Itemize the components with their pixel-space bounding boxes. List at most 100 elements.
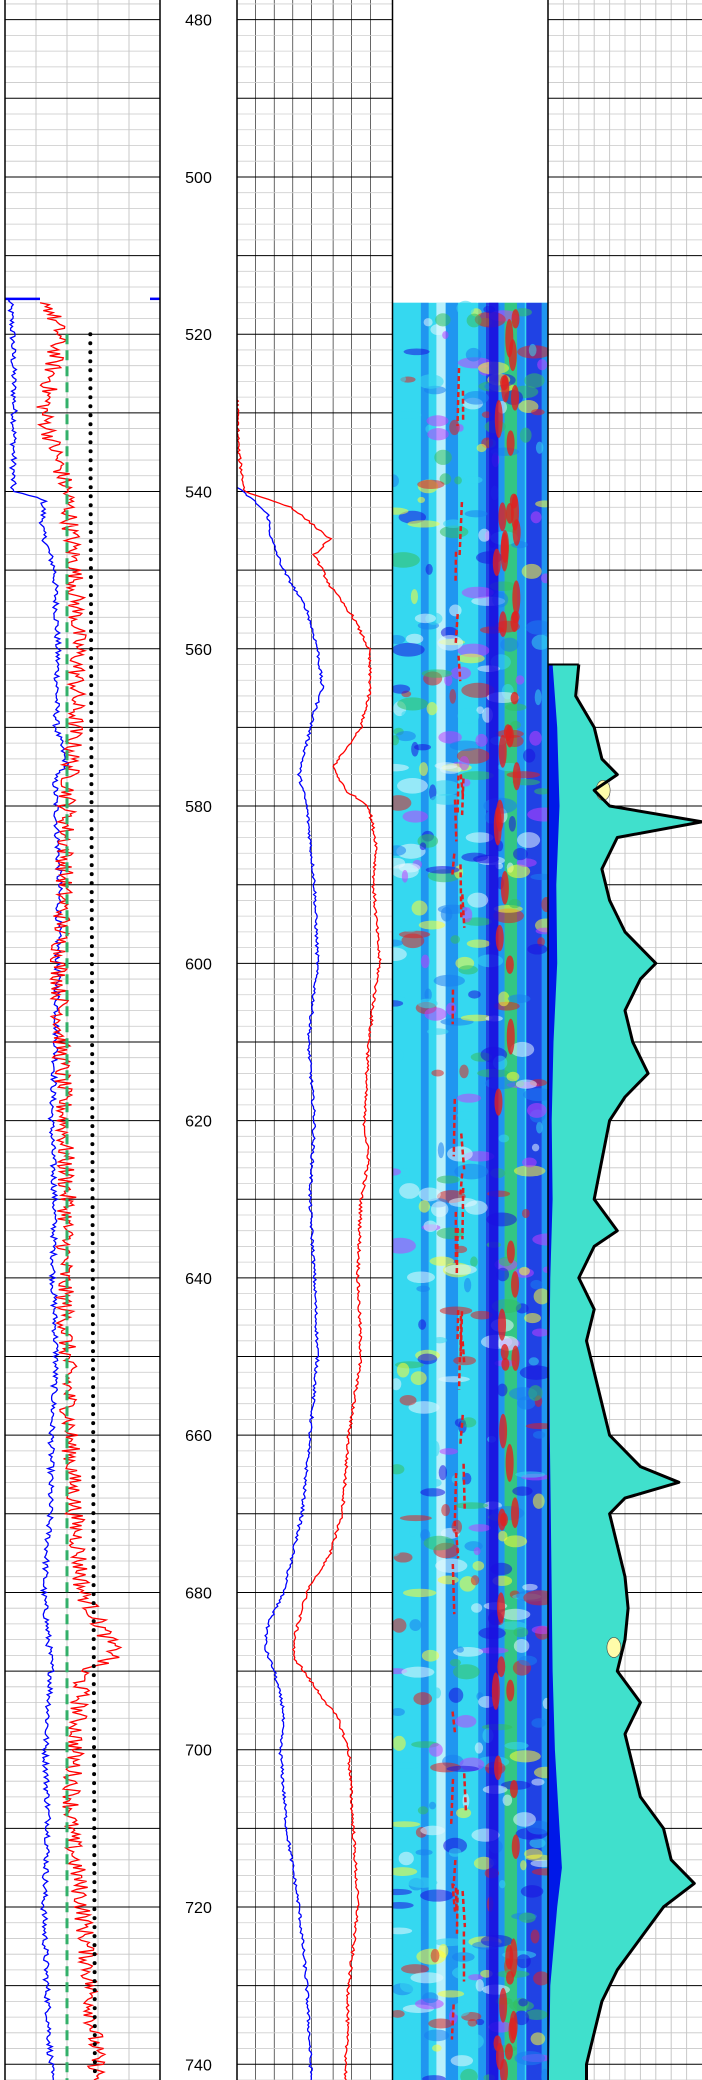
image-texture — [513, 1639, 530, 1653]
image-texture — [515, 1079, 537, 1089]
image-texture — [454, 1163, 489, 1180]
image-texture — [474, 1742, 484, 1754]
image-texture — [454, 476, 462, 485]
image-tracer — [451, 1883, 457, 1912]
image-hotspot — [512, 762, 521, 791]
image-texture — [423, 1220, 438, 1233]
image-hotspot — [498, 1508, 507, 1531]
image-hotspot — [498, 1308, 507, 1341]
image-tracer — [460, 1133, 466, 1170]
image-texture — [450, 2055, 474, 2067]
image-texture — [448, 1687, 464, 1703]
image-texture — [424, 1007, 447, 1021]
depth-tick-label: 660 — [185, 1428, 212, 1445]
image-texture — [508, 816, 516, 832]
depth-tick-label: 720 — [185, 1900, 212, 1917]
image-hotspot — [496, 1592, 505, 1623]
image-texture — [417, 479, 445, 490]
image-texture — [401, 933, 425, 949]
image-texture — [521, 563, 542, 579]
image-texture — [427, 428, 449, 441]
image-texture — [521, 1208, 530, 1219]
image-texture — [519, 1266, 530, 1276]
image-texture — [522, 1088, 548, 1102]
image-hotspot — [494, 1088, 503, 1116]
image-texture — [464, 510, 488, 518]
track2-grid — [237, 0, 392, 2080]
image-tracer — [459, 774, 465, 798]
depth-tick-label: 500 — [185, 170, 212, 187]
image-texture — [413, 1692, 433, 1706]
image-texture — [418, 1187, 441, 1202]
image-tracer — [461, 1187, 465, 1240]
image-texture — [414, 1998, 444, 2010]
image-texture — [400, 920, 420, 933]
image-texture — [410, 589, 419, 605]
image-texture — [439, 1448, 458, 1455]
image-texture — [456, 300, 475, 316]
image-texture — [518, 1912, 536, 1923]
image-texture — [393, 1902, 414, 1909]
distribution-base-fill — [548, 664, 562, 2080]
image-texture — [520, 1885, 544, 1898]
image-texture — [398, 1851, 414, 1866]
image-hotspot — [504, 2043, 513, 2060]
image-hotspot — [510, 611, 519, 633]
distribution-area — [548, 663, 702, 2080]
image-tracer — [459, 864, 463, 918]
track1-series-black-dotted — [88, 332, 97, 2080]
image-texture — [529, 1838, 546, 1849]
image-hotspot — [510, 691, 519, 705]
image-hotspot — [500, 870, 509, 905]
image-texture — [531, 634, 548, 650]
image-texture — [450, 935, 460, 944]
image-texture — [449, 740, 481, 751]
image-texture — [512, 1486, 533, 1496]
image-tracer — [451, 1711, 457, 1733]
image-texture — [531, 1718, 546, 1728]
image-texture — [525, 1423, 548, 1430]
image-texture — [463, 1277, 472, 1293]
image-texture — [433, 1938, 467, 1947]
image-texture — [393, 857, 406, 869]
image-texture — [464, 1200, 488, 1215]
image-texture — [458, 965, 478, 975]
image-hotspot — [511, 1271, 520, 1298]
image-texture — [425, 563, 433, 575]
image-texture — [542, 1266, 548, 1274]
image-texture — [460, 771, 494, 780]
image-tracer — [456, 775, 460, 815]
image-texture — [446, 1002, 457, 1016]
image-tracer — [456, 368, 461, 427]
image-tracer — [452, 1859, 457, 1886]
image-texture — [500, 1608, 531, 1621]
image-texture — [393, 634, 406, 645]
image-texture — [393, 1618, 407, 1633]
image-texture — [400, 1168, 410, 1177]
image-texture — [513, 1812, 536, 1827]
image-texture — [418, 1200, 430, 1213]
image-hotspot — [505, 318, 514, 358]
image-texture — [518, 1655, 538, 1666]
image-texture — [457, 1110, 475, 1120]
image-texture — [426, 415, 449, 427]
image-texture — [456, 1093, 482, 1103]
image-texture — [506, 771, 541, 779]
image-hotspot — [491, 1672, 500, 1710]
track1-series-red — [36, 302, 123, 2080]
image-texture — [397, 697, 429, 711]
image-hotspot — [498, 611, 507, 637]
image-tracer — [459, 1414, 464, 1445]
image-texture — [407, 520, 440, 528]
image-texture — [406, 1271, 435, 1284]
image-texture — [425, 866, 460, 874]
image-tracer — [454, 1532, 460, 1559]
depth-tick-label: 600 — [185, 956, 212, 973]
image-texture — [541, 2068, 548, 2080]
image-tracer — [461, 1890, 467, 1928]
image-hotspot — [499, 1413, 508, 1449]
image-texture — [525, 1854, 548, 1861]
image-texture — [524, 1312, 541, 1324]
image-texture — [505, 703, 527, 711]
